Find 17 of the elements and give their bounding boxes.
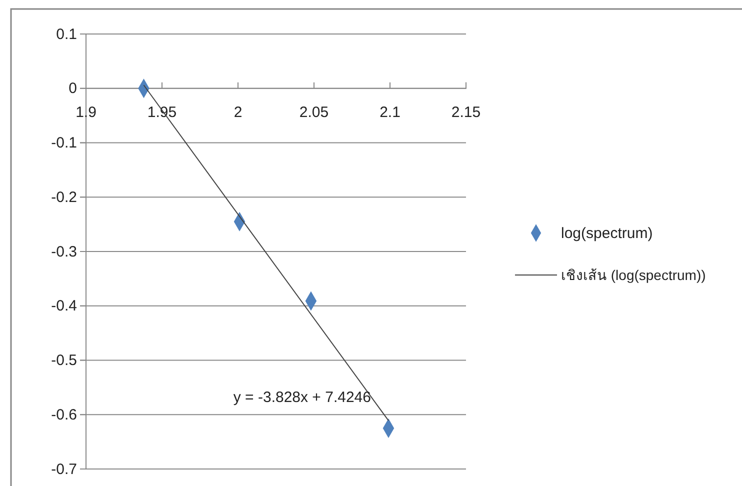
y-tick-label: -0.5 bbox=[51, 352, 77, 370]
x-tick-label: 2.1 bbox=[380, 104, 400, 122]
x-tick-label: 1.9 bbox=[76, 104, 96, 122]
y-tick-label: -0.4 bbox=[51, 298, 77, 315]
legend-label: log(spectrum) bbox=[561, 225, 653, 242]
x-tick-label: 2 bbox=[234, 104, 242, 122]
y-tick-label: -0.2 bbox=[51, 188, 77, 206]
y-tick-label: 0.1 bbox=[56, 26, 77, 43]
y-tick-label: 0 bbox=[68, 80, 77, 98]
y-tick-label: -0.7 bbox=[51, 460, 77, 478]
x-tick-label: 2.15 bbox=[451, 104, 481, 122]
y-tick-label: -0.6 bbox=[51, 406, 77, 424]
y-tick-label: -0.1 bbox=[51, 134, 77, 152]
y-tick-label: -0.3 bbox=[51, 243, 77, 260]
x-tick-label: 2.05 bbox=[299, 104, 329, 122]
legend-label: เชิงเส้น (log(spectrum)) bbox=[561, 267, 706, 283]
annotation: y = -3.828x + 7.4246 bbox=[233, 389, 371, 406]
